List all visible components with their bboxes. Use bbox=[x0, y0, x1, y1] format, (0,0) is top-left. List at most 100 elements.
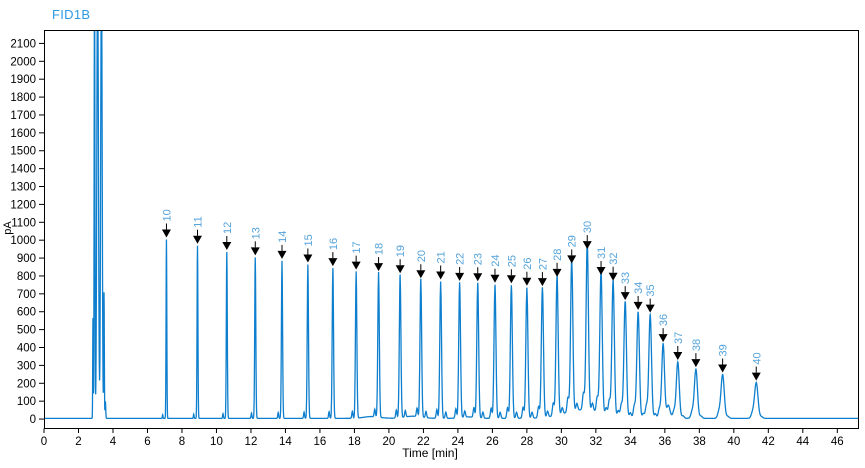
peak-number-label: 24 bbox=[490, 254, 502, 266]
y-tick-label: 1800 bbox=[10, 92, 36, 104]
x-tick-label: 34 bbox=[624, 436, 637, 448]
peak-marker-triangle-icon bbox=[608, 272, 618, 281]
x-tick-label: 2 bbox=[75, 436, 81, 448]
peak-marker-triangle-icon bbox=[552, 268, 562, 277]
x-tick-label: 20 bbox=[383, 436, 396, 448]
peak-marker-triangle-icon bbox=[395, 265, 405, 274]
peak-number-label: 27 bbox=[537, 258, 549, 270]
peak-marker-triangle-icon bbox=[416, 270, 426, 279]
peak-number-label: 18 bbox=[374, 243, 386, 255]
peak-marker-triangle-icon bbox=[277, 250, 287, 259]
peak-marker-triangle-icon bbox=[567, 255, 577, 264]
peak-marker-triangle-icon bbox=[490, 274, 500, 283]
y-tick-label: 1200 bbox=[10, 199, 36, 211]
peak-number-label: 10 bbox=[161, 209, 173, 221]
peak-marker-triangle-icon bbox=[537, 278, 547, 287]
x-tick-label: 30 bbox=[555, 436, 568, 448]
peak-number-label: 16 bbox=[328, 238, 340, 250]
peak-number-label: 35 bbox=[645, 284, 657, 296]
peak-marker-triangle-icon bbox=[455, 272, 465, 281]
x-tick-label: 4 bbox=[110, 436, 117, 448]
y-tick-label: 2100 bbox=[10, 38, 36, 50]
y-tick-label: 1500 bbox=[10, 146, 36, 158]
peak-marker-triangle-icon bbox=[303, 254, 313, 263]
x-tick-label: 28 bbox=[520, 436, 533, 448]
peak-number-label: 17 bbox=[351, 241, 363, 253]
peak-number-label: 39 bbox=[718, 344, 730, 356]
signal-trace bbox=[44, 30, 858, 419]
y-tick-label: 800 bbox=[17, 271, 36, 283]
y-tick-label: 100 bbox=[17, 396, 36, 408]
peak-number-label: 32 bbox=[608, 253, 620, 265]
peak-number-label: 33 bbox=[620, 272, 632, 284]
peak-marker-triangle-icon bbox=[328, 258, 338, 267]
peak-marker-triangle-icon bbox=[161, 229, 171, 238]
peak-marker-triangle-icon bbox=[673, 351, 683, 360]
y-tick-label: 900 bbox=[17, 253, 36, 265]
peak-number-label: 40 bbox=[751, 352, 763, 364]
peak-number-label: 30 bbox=[582, 221, 594, 233]
peak-marker-triangle-icon bbox=[751, 372, 761, 381]
peak-marker-triangle-icon bbox=[522, 277, 532, 286]
x-tick-label: 8 bbox=[179, 436, 185, 448]
x-tick-label: 6 bbox=[144, 436, 150, 448]
y-tick-label: 500 bbox=[17, 325, 36, 337]
x-tick-label: 26 bbox=[486, 436, 499, 448]
peak-number-label: 13 bbox=[250, 227, 262, 239]
y-tick-label: 1100 bbox=[11, 217, 36, 229]
x-tick-label: 22 bbox=[417, 436, 430, 448]
y-tick-label: 600 bbox=[17, 307, 36, 319]
y-tick-label: 1900 bbox=[10, 74, 36, 86]
peak-marker-triangle-icon bbox=[222, 241, 232, 250]
peak-number-label: 28 bbox=[552, 249, 564, 261]
peak-marker-triangle-icon bbox=[436, 271, 446, 280]
peak-number-label: 19 bbox=[395, 245, 407, 257]
peak-number-label: 12 bbox=[222, 222, 234, 234]
x-tick-label: 32 bbox=[589, 436, 602, 448]
y-tick-label: 300 bbox=[17, 360, 36, 372]
x-tick-label: 42 bbox=[762, 436, 775, 448]
peak-marker-triangle-icon bbox=[718, 364, 728, 373]
x-tick-label: 24 bbox=[451, 436, 464, 448]
y-tick-label: 1000 bbox=[10, 235, 36, 247]
y-tick-label: 0 bbox=[30, 414, 36, 426]
peak-number-label: 38 bbox=[691, 339, 703, 351]
x-tick-label: 44 bbox=[796, 436, 809, 448]
y-tick-label: 700 bbox=[17, 289, 36, 301]
peak-marker-triangle-icon bbox=[250, 247, 260, 256]
peak-marker-triangle-icon bbox=[633, 301, 643, 310]
peak-number-label: 14 bbox=[277, 231, 289, 243]
peak-number-label: 15 bbox=[303, 234, 315, 246]
signal-title: FID1B bbox=[52, 7, 91, 22]
x-tick-label: 46 bbox=[831, 436, 844, 448]
peak-marker-triangle-icon bbox=[506, 275, 516, 284]
peak-number-label: 21 bbox=[436, 251, 448, 263]
peak-marker-triangle-icon bbox=[658, 334, 668, 343]
peak-marker-triangle-icon bbox=[582, 241, 592, 250]
x-tick-label: 38 bbox=[693, 436, 706, 448]
x-tick-label: 12 bbox=[245, 436, 258, 448]
peak-marker-triangle-icon bbox=[473, 273, 483, 282]
x-tick-label: 16 bbox=[314, 436, 327, 448]
peak-marker-triangle-icon bbox=[374, 263, 384, 272]
x-tick-label: 10 bbox=[210, 436, 223, 448]
y-tick-label: 1400 bbox=[10, 164, 36, 176]
peak-marker-triangle-icon bbox=[596, 267, 606, 276]
y-tick-label: 2000 bbox=[10, 56, 36, 68]
peak-marker-triangle-icon bbox=[691, 359, 701, 368]
peak-number-label: 37 bbox=[673, 332, 685, 344]
peak-number-label: 25 bbox=[506, 255, 518, 267]
x-tick-label: 0 bbox=[41, 436, 47, 448]
y-tick-label: 1300 bbox=[10, 182, 36, 194]
y-tick-label: 200 bbox=[17, 378, 36, 390]
peak-number-label: 26 bbox=[522, 258, 534, 270]
peak-marker-triangle-icon bbox=[620, 292, 630, 301]
x-tick-label: 14 bbox=[279, 436, 292, 448]
peak-marker-triangle-icon bbox=[645, 304, 655, 313]
y-tick-label: 400 bbox=[17, 343, 36, 355]
x-tick-label: 36 bbox=[658, 436, 671, 448]
x-tick-label: 18 bbox=[348, 436, 361, 448]
peak-number-label: 11 bbox=[192, 216, 204, 227]
peak-marker-triangle-icon bbox=[192, 235, 202, 244]
